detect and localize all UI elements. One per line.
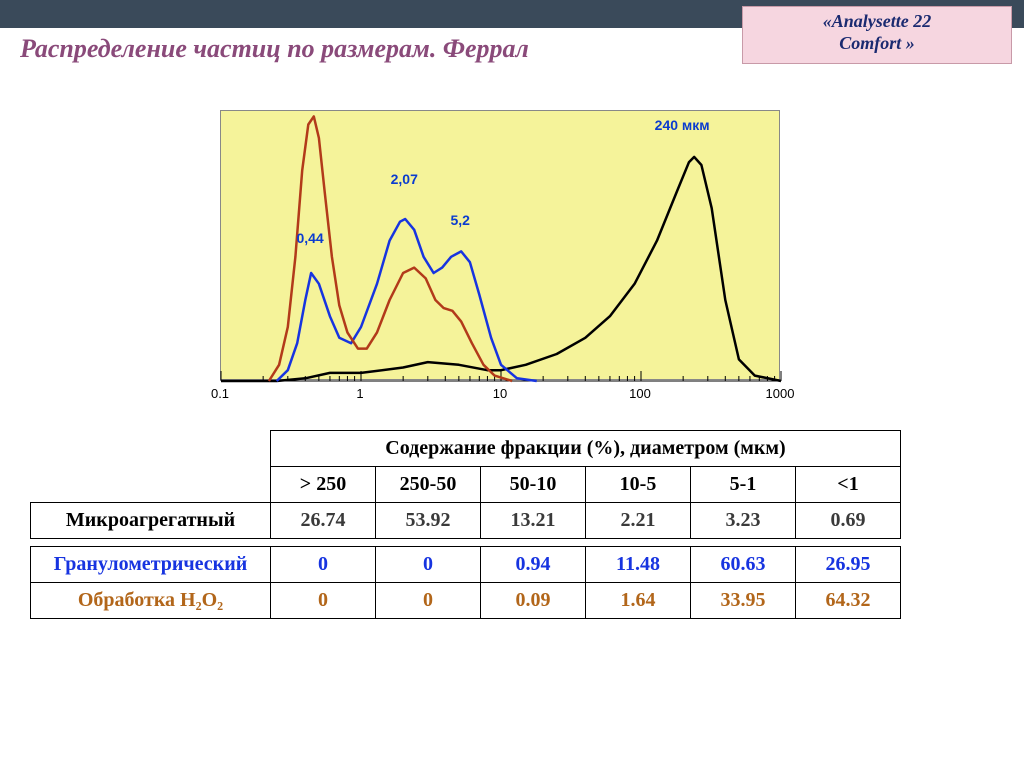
fractions-table-wrap: Содержание фракции (%), диаметром (мкм)>… (30, 430, 994, 619)
table-cell: 0.09 (481, 583, 586, 619)
table-cell: 11.48 (586, 547, 691, 583)
table-cell: 64.32 (796, 583, 901, 619)
table-cell: 26.74 (271, 503, 376, 539)
table-cell: 33.95 (691, 583, 796, 619)
series-h2o2 (269, 116, 512, 381)
fractions-table: Содержание фракции (%), диаметром (мкм)>… (30, 430, 901, 619)
peak-label: 2,07 (391, 171, 418, 187)
table-cell: 0.69 (796, 503, 901, 539)
table-cell: 60.63 (691, 547, 796, 583)
table-cell: 3.23 (691, 503, 796, 539)
table-col-header: 250-50 (376, 467, 481, 503)
table-cell: 0 (376, 547, 481, 583)
badge-line1: «Analysette 22 (743, 11, 1011, 33)
table-cell: 26.95 (796, 547, 901, 583)
table-cell: 13.21 (481, 503, 586, 539)
table-col-header: > 250 (271, 467, 376, 503)
table-cell: 0 (271, 547, 376, 583)
analyzer-badge: «Analysette 22 Comfort » (742, 6, 1012, 64)
table-cell: 0 (271, 583, 376, 619)
table-row-label: Микроагрегатный (31, 503, 271, 539)
x-tick-label: 0.1 (211, 386, 229, 401)
page-title: Распределение частиц по размерам. Феррал (20, 34, 529, 64)
distribution-chart: 0.1 1 10 100 1000 0,44 2,07 5,2 240 мкм (180, 110, 800, 410)
series-microaggregate (221, 157, 781, 381)
table-col-header: 5-1 (691, 467, 796, 503)
table-cell: 1.64 (586, 583, 691, 619)
x-tick-label: 100 (629, 386, 651, 401)
x-tick-label: 1 (356, 386, 363, 401)
table-row-label: Обработка H₂O₂ (31, 583, 271, 619)
table-cell: 53.92 (376, 503, 481, 539)
table-col-header: <1 (796, 467, 901, 503)
badge-line2: Comfort » (743, 33, 1011, 55)
table-cell: 0 (376, 583, 481, 619)
x-tick-label: 10 (493, 386, 507, 401)
table-cell: 2.21 (586, 503, 691, 539)
table-col-header: 50-10 (481, 467, 586, 503)
table-header-title: Содержание фракции (%), диаметром (мкм) (271, 431, 901, 467)
table-col-header: 10-5 (586, 467, 691, 503)
table-row-label: Гранулометрический (31, 547, 271, 583)
peak-label: 240 мкм (655, 117, 710, 133)
x-tick-label: 1000 (766, 386, 795, 401)
peak-label: 0,44 (296, 230, 323, 246)
peak-label: 5,2 (451, 212, 470, 228)
table-cell: 0.94 (481, 547, 586, 583)
